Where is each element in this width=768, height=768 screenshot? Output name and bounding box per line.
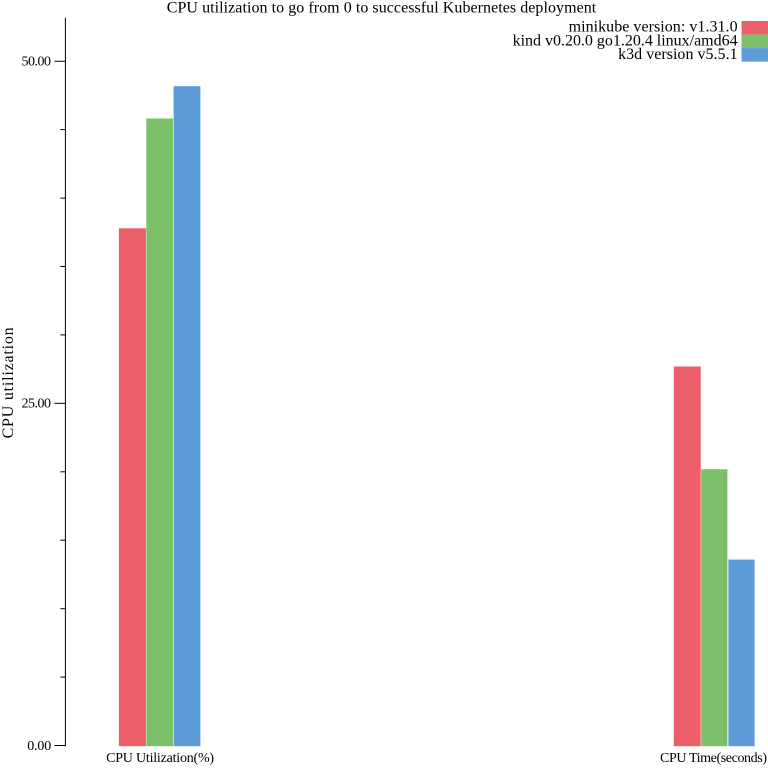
svg-text:CPU utilization to go from 0 t: CPU utilization to go from 0 to successf…: [167, 0, 597, 16]
svg-text:50.00: 50.00: [22, 54, 52, 69]
svg-text:k3d version v5.5.1: k3d version v5.5.1: [618, 46, 738, 63]
svg-text:25.00: 25.00: [22, 396, 52, 411]
svg-text:CPU Utilization(%): CPU Utilization(%): [106, 751, 214, 766]
svg-text:0.00: 0.00: [27, 739, 51, 754]
svg-text:minikube version: v1.31.0: minikube version: v1.31.0: [569, 19, 738, 36]
svg-text:CPU utilization: CPU utilization: [0, 327, 17, 438]
svg-text:CPU Time(seconds): CPU Time(seconds): [660, 751, 767, 766]
svg-text:kind v0.20.0 go1.20.4 linux/am: kind v0.20.0 go1.20.4 linux/amd64: [513, 32, 738, 49]
